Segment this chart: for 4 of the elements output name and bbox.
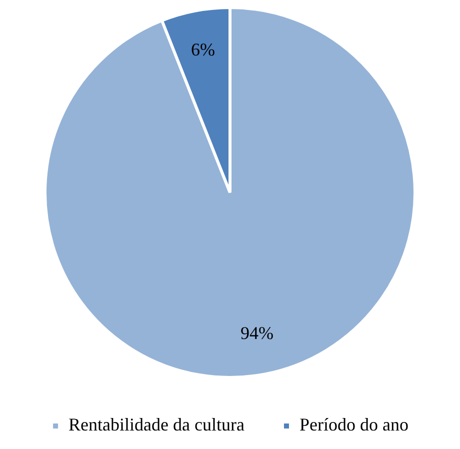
data-label: 94% bbox=[240, 322, 274, 343]
legend-label: Rentabilidade da cultura bbox=[68, 414, 244, 435]
legend-label: Período do ano bbox=[299, 414, 408, 435]
data-label: 6% bbox=[190, 39, 215, 60]
